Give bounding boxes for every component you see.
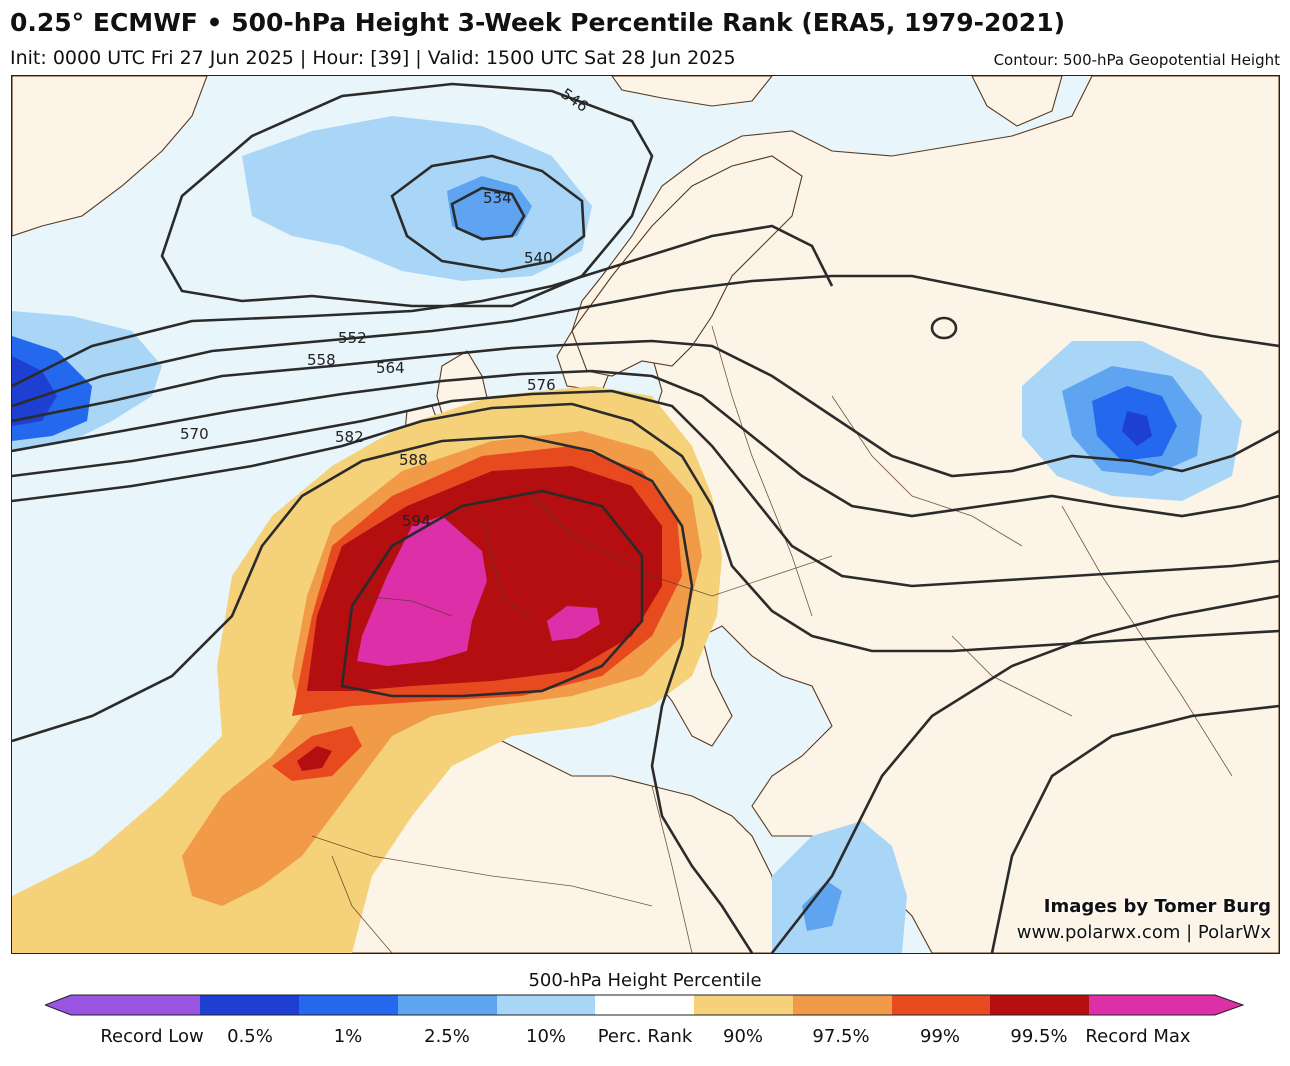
- shade-low-0.5-russia: [1122, 411, 1152, 446]
- contour-546: [160, 82, 654, 308]
- contour-588: [12, 434, 754, 953]
- legend-swatch-99.5: [990, 995, 1089, 1015]
- shade-record-max-italy: [547, 606, 600, 641]
- legend-swatch-record-max: [1089, 995, 1243, 1015]
- legend-swatch-neutral: [595, 995, 694, 1015]
- legend-label-record-low: Record Low: [100, 1026, 204, 1047]
- legend-swatch-record-low: [45, 995, 200, 1015]
- border-france-spain: [361, 595, 453, 617]
- legend-title: 500-hPa Height Percentile: [528, 970, 762, 991]
- land-novaya-zemlya: [971, 76, 1063, 127]
- legend-outline: [45, 994, 1245, 1016]
- credit-website[interactable]: www.polarwx.com | PolarWx: [1016, 922, 1271, 943]
- contour-note: Contour: 500-hPa Geopotential Height: [993, 51, 1280, 69]
- legend-swatch-0.5: [200, 995, 299, 1015]
- legend-label-record-max: Record Max: [1085, 1026, 1191, 1047]
- contour-label-594: 594: [402, 512, 431, 530]
- legend-label-97.5: 97.5%: [812, 1026, 870, 1047]
- percentile-shading: [12, 116, 1242, 953]
- shade-low-2.5-iceland: [447, 176, 532, 241]
- contour-label-570: 570: [180, 425, 209, 443]
- contour-label-576: 576: [527, 376, 556, 394]
- border-east-europe: [711, 325, 813, 617]
- legend-swatch-99: [892, 995, 990, 1015]
- legend-swatch-10: [497, 995, 595, 1015]
- contour-570: [12, 369, 1279, 518]
- contour-label-534: 534: [483, 189, 512, 207]
- border-libya-egypt: [651, 785, 693, 953]
- contour-label-558: 558: [307, 351, 336, 369]
- credit-author: Images by Tomer Burg: [1043, 896, 1271, 917]
- contour-534: [450, 186, 526, 241]
- legend-swatch-2.5: [398, 995, 497, 1015]
- border-central-europe: [531, 495, 833, 597]
- legend-label-99: 99%: [919, 1026, 961, 1047]
- legend-swatch-97.5: [793, 995, 892, 1015]
- border-sahara: [331, 855, 393, 953]
- contour-small-russia: [930, 316, 958, 340]
- legend-label-90: 90%: [722, 1026, 764, 1047]
- shade-low-10-iceland: [242, 116, 592, 281]
- legend-label-1: 1%: [333, 1026, 363, 1047]
- border-north-africa: [311, 835, 653, 907]
- legend-colorbar: [45, 994, 1245, 1016]
- contour-576: [12, 389, 1279, 588]
- contour-label-540: 540: [524, 249, 553, 267]
- contour-552: [12, 224, 834, 388]
- legend-label-2.5: 2.5%: [424, 1026, 470, 1047]
- contour-label-582: 582: [335, 428, 364, 446]
- contour-labels: 534 540 546 552 558 564 570 576 582 588 …: [180, 85, 591, 530]
- shade-low-2.5-mideast: [802, 881, 842, 931]
- border-central-asia: [1061, 505, 1233, 777]
- contour-label-564: 564: [376, 359, 405, 377]
- legend-label-10: 10%: [525, 1026, 567, 1047]
- border-caucasus: [951, 635, 1073, 717]
- border-france-germany: [481, 515, 533, 622]
- land-scandinavia: [571, 155, 803, 377]
- legend-label-0.5: 0.5%: [227, 1026, 273, 1047]
- map-canvas: 534 540 546 552 558 564 570 576 582 588 …: [12, 76, 1279, 953]
- country-borders: [311, 325, 1233, 953]
- contour-label-546: 546: [558, 85, 592, 116]
- shade-high-99.5-atlas: [297, 746, 332, 771]
- land-svalbard-arctic: [611, 76, 773, 107]
- height-contours: [12, 82, 1279, 953]
- legend-swatch-1: [299, 995, 398, 1015]
- contour-540: [390, 154, 586, 273]
- map-panel: 534 540 546 552 558 564 570 576 582 588 …: [11, 75, 1280, 954]
- contour-582: [12, 402, 1279, 653]
- contour-558: [12, 274, 1279, 408]
- map-title: 0.25° ECMWF • 500-hPa Height 3-Week Perc…: [10, 8, 1066, 37]
- contour-arabia: [990, 704, 1279, 953]
- legend-swatch-90: [694, 995, 793, 1015]
- contour-east-mediterranean: [770, 594, 1279, 953]
- shade-record-max-iberia-france: [357, 516, 487, 666]
- contour-label-588: 588: [399, 451, 428, 469]
- land-greenland: [12, 76, 208, 237]
- contour-label-552: 552: [338, 329, 367, 347]
- legend-labels: Record Low 0.5% 1% 2.5% 10% Perc. Rank 9…: [0, 1026, 1290, 1050]
- contour-564: [12, 339, 1279, 478]
- shade-low-0.5-atlantic: [12, 356, 57, 426]
- contour-594: [340, 489, 644, 698]
- map-subtitle: Init: 0000 UTC Fri 27 Jun 2025 | Hour: […: [10, 47, 736, 69]
- legend-label-99.5: 99.5%: [1010, 1026, 1068, 1047]
- border-russia-ukraine: [831, 395, 1023, 547]
- legend-label-perc-rank: Perc. Rank: [597, 1026, 693, 1047]
